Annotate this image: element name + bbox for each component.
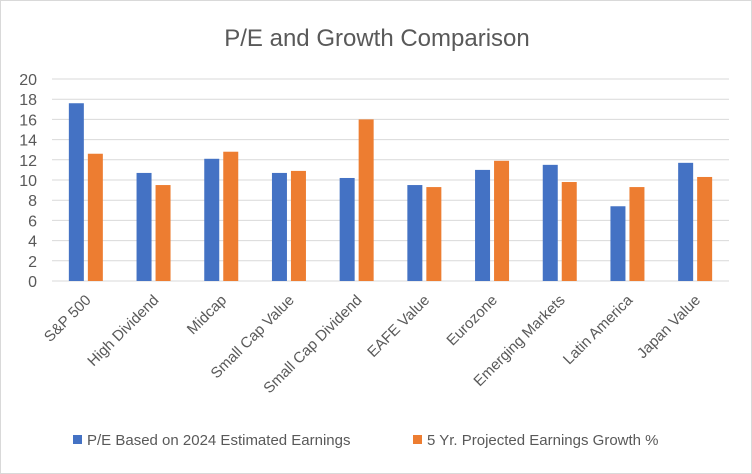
chart-title: P/E and Growth Comparison	[224, 25, 529, 52]
legend-label: P/E Based on 2024 Estimated Earnings	[87, 432, 351, 449]
y-tick-label: 16	[19, 112, 37, 129]
y-tick-label: 0	[28, 274, 37, 291]
bar-pe	[339, 177, 355, 281]
y-tick-label: 8	[28, 193, 37, 210]
bar-growth	[155, 185, 171, 281]
bar-growth	[290, 170, 306, 281]
bar-pe	[204, 158, 220, 281]
y-tick-label: 10	[19, 173, 37, 190]
bar-growth	[223, 151, 239, 281]
legend-label: 5 Yr. Projected Earnings Growth %	[427, 432, 659, 449]
y-tick-label: 18	[19, 92, 37, 109]
y-tick-label: 12	[19, 153, 37, 170]
x-tick-label: EAFE Value	[364, 292, 433, 361]
legend-swatch	[73, 435, 82, 444]
bar-growth	[494, 160, 510, 281]
x-tick-label: Latin America	[560, 291, 637, 368]
bar-pe	[610, 206, 626, 281]
bar-growth	[426, 187, 442, 281]
y-tick-label: 14	[19, 133, 37, 150]
x-tick-label: Japan Value	[634, 292, 704, 362]
legend-swatch	[413, 435, 422, 444]
y-tick-label: 2	[28, 254, 37, 271]
bar-growth	[358, 119, 374, 282]
bar-pe	[475, 169, 491, 281]
bar-pe	[678, 162, 694, 281]
y-tick-label: 20	[19, 72, 37, 89]
bar-growth	[87, 153, 103, 281]
x-tick-label: S&P 500	[41, 292, 95, 346]
y-tick-label: 6	[28, 213, 37, 230]
y-tick-label: 4	[28, 234, 37, 251]
bar-growth	[697, 176, 713, 281]
bar-growth	[561, 182, 577, 281]
bar-pe	[542, 164, 558, 281]
bar-growth	[629, 187, 645, 281]
bar-pe	[68, 103, 84, 282]
bar-pe	[136, 172, 152, 281]
x-tick-label: Eurozone	[443, 292, 500, 349]
bar-pe	[271, 172, 287, 281]
x-tick-label: High Dividend	[84, 292, 162, 370]
x-tick-label: Midcap	[184, 292, 230, 338]
bar-pe	[407, 185, 423, 281]
